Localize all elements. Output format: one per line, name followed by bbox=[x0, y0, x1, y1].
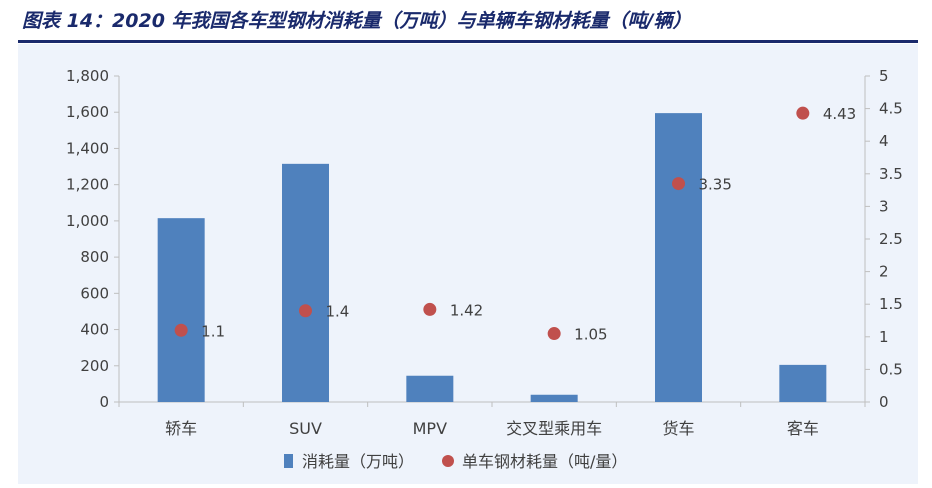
right-tick-label: 5 bbox=[879, 67, 889, 85]
data-label: 1.42 bbox=[450, 301, 483, 319]
data-label: 1.05 bbox=[574, 326, 607, 344]
dot-3 bbox=[547, 327, 561, 341]
right-tick-label: 1 bbox=[879, 328, 889, 346]
left-tick-label: 0 bbox=[99, 393, 109, 411]
right-tick-label: 2 bbox=[879, 263, 889, 281]
right-tick-label: 4.5 bbox=[879, 100, 903, 118]
bar-2 bbox=[406, 375, 454, 402]
x-tick-label: 轿车 bbox=[165, 419, 197, 438]
x-tick-label: SUV bbox=[289, 419, 322, 438]
right-tick-label: 3.5 bbox=[879, 165, 903, 183]
dot-0 bbox=[174, 323, 188, 337]
bar-0 bbox=[157, 218, 205, 402]
left-tick-label: 200 bbox=[80, 357, 109, 375]
left-tick-label: 600 bbox=[80, 284, 109, 302]
combo-chart: 0 200 400 600 800 1,000 1,200 1,400 1,600 1,800 0 0… bbox=[66, 67, 903, 471]
dot-1 bbox=[299, 304, 312, 318]
right-tick-label: 3 bbox=[879, 197, 889, 215]
left-tick-label: 1,600 bbox=[66, 103, 109, 121]
data-label: 1.1 bbox=[201, 322, 225, 340]
right-tick-label: 0.5 bbox=[879, 360, 903, 378]
legend-swatch-dot bbox=[442, 455, 454, 467]
dot-2 bbox=[423, 302, 437, 316]
page-title: 图表 14：2020 年我国各车型钢材消耗量（万吨）与单辆车钢材耗量（吨/辆） bbox=[22, 10, 692, 32]
right-tick-label: 1.5 bbox=[879, 295, 903, 313]
legend-label-dot: 单车钢材耗量（吨/量） bbox=[462, 452, 627, 471]
bar-4 bbox=[655, 113, 702, 402]
right-tick-label: 0 bbox=[879, 393, 889, 411]
left-tick-label: 800 bbox=[80, 248, 109, 266]
legend-swatch-bar bbox=[284, 454, 293, 468]
data-label: 3.35 bbox=[699, 176, 732, 194]
left-tick-label: 400 bbox=[80, 321, 109, 339]
bar-1 bbox=[282, 163, 329, 402]
x-tick-label: 货车 bbox=[662, 419, 694, 438]
right-tick-label: 4 bbox=[879, 132, 889, 150]
data-label: 4.43 bbox=[823, 105, 856, 123]
bar-5 bbox=[779, 364, 827, 402]
left-tick-label: 1,800 bbox=[66, 67, 109, 85]
dot-5 bbox=[796, 106, 810, 120]
x-tick-label: 客车 bbox=[787, 419, 819, 438]
bar-3 bbox=[530, 394, 578, 402]
x-tick-label: MPV bbox=[413, 419, 447, 438]
left-tick-label: 1,200 bbox=[66, 176, 109, 194]
dot-4 bbox=[672, 177, 685, 191]
right-tick-label: 2.5 bbox=[879, 230, 903, 248]
chart-area: 0 200 400 600 800 1,000 1,200 1,400 1,600 1,800 0 0… bbox=[18, 44, 918, 484]
title-rule bbox=[18, 40, 918, 43]
left-tick-label: 1,400 bbox=[66, 139, 109, 157]
left-tick-label: 1,000 bbox=[66, 212, 109, 230]
x-tick-label: 交叉型乘用车 bbox=[506, 419, 602, 438]
data-label: 1.4 bbox=[326, 303, 350, 321]
legend-label-bar: 消耗量（万吨） bbox=[302, 452, 414, 471]
